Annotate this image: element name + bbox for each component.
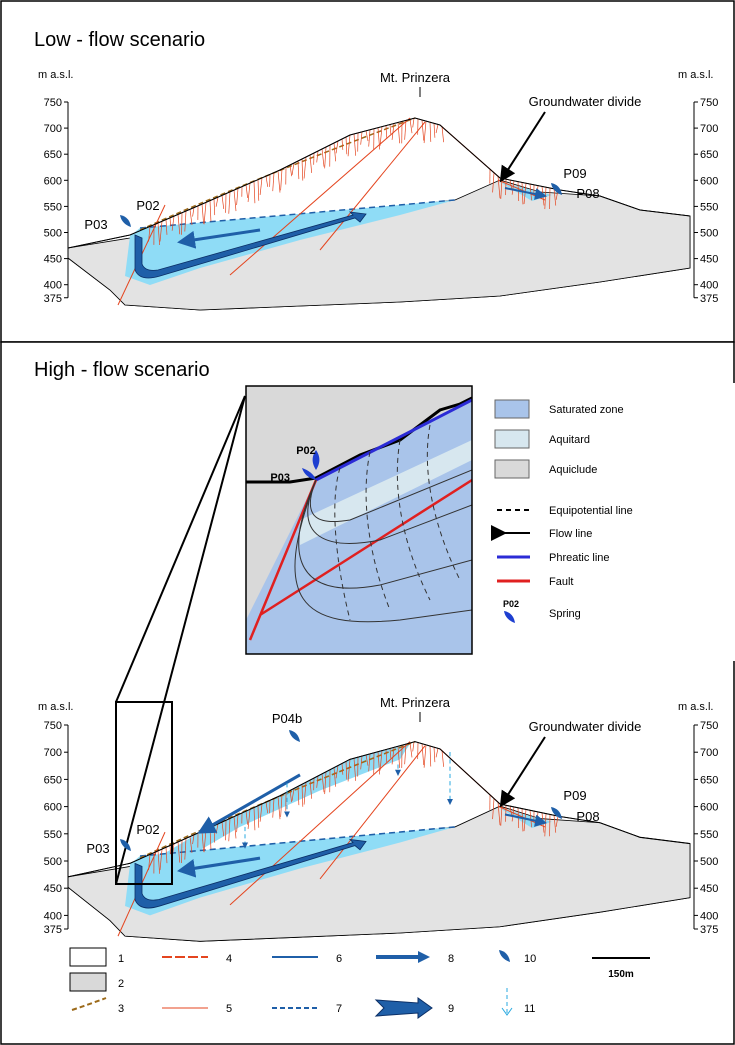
- tick-label: 750: [44, 97, 62, 109]
- tick-label: 650: [44, 149, 62, 161]
- legend-label: Equipotential line: [549, 505, 633, 517]
- tick-label: 700: [700, 123, 718, 135]
- tick-label: 500: [700, 856, 718, 868]
- tick-label: 550: [44, 201, 62, 213]
- spring-label: P04b: [272, 711, 302, 726]
- peak-label: Mt. Prinzera: [380, 70, 451, 85]
- legend-label: 8: [448, 953, 454, 965]
- spring-icon-label: P02: [503, 599, 519, 609]
- tick-label: 500: [700, 228, 718, 240]
- legend-label: Phreatic line: [549, 552, 610, 564]
- legend-label: 7: [336, 1003, 342, 1015]
- tick-label: 375: [700, 293, 718, 305]
- tick-label: 600: [44, 175, 62, 187]
- legend-label: Flow line: [549, 528, 592, 540]
- inset-spring-label: P02: [296, 445, 316, 457]
- spring-label: P02: [136, 198, 159, 213]
- spring-label: P09: [563, 166, 586, 181]
- panel-title: High - flow scenario: [34, 359, 210, 381]
- tick-label: 750: [44, 720, 62, 732]
- tick-label: 650: [700, 149, 718, 161]
- tick-label: 600: [44, 802, 62, 814]
- tick-label: 700: [44, 747, 62, 759]
- tick-label: 375: [44, 293, 62, 305]
- axis-label: m a.s.l.: [38, 701, 73, 713]
- legend-label: 1: [118, 953, 124, 965]
- tick-label: 450: [44, 254, 62, 266]
- axis-label: m a.s.l.: [38, 69, 73, 81]
- inset: P02 P03 P02 Saturated zone Aquitard Aquicl…: [219, 383, 735, 661]
- spring-label: P09: [563, 788, 586, 803]
- legend-label: 6: [336, 953, 342, 965]
- tick-label: 450: [44, 883, 62, 895]
- scale-bar-label: 150m: [608, 969, 634, 980]
- axis-label: m a.s.l.: [678, 69, 713, 81]
- legend-label: 10: [524, 953, 536, 965]
- legend-label: 9: [448, 1003, 454, 1015]
- tick-label: 650: [700, 774, 718, 786]
- divide-label: Groundwater divide: [529, 719, 642, 734]
- tick-label: 750: [700, 720, 718, 732]
- legend-label: Aquiclude: [549, 464, 597, 476]
- axis-label: m a.s.l.: [678, 701, 713, 713]
- spring-label: P03: [86, 841, 109, 856]
- legend-label: Fault: [549, 576, 573, 588]
- tick-label: 650: [44, 774, 62, 786]
- tick-label: 550: [700, 829, 718, 841]
- spring-label: P03: [84, 217, 107, 232]
- legend-label: 11: [524, 1003, 535, 1015]
- tick-label: 700: [700, 747, 718, 759]
- tick-label: 500: [44, 228, 62, 240]
- tick-label: 400: [44, 280, 62, 292]
- inset-spring-label: P03: [270, 472, 290, 484]
- legend-label: Saturated zone: [549, 404, 624, 416]
- tick-label: 400: [44, 910, 62, 922]
- tick-label: 400: [700, 910, 718, 922]
- tick-label: 375: [44, 924, 62, 936]
- tick-label: 450: [700, 254, 718, 266]
- tick-label: 550: [44, 829, 62, 841]
- tick-label: 500: [44, 856, 62, 868]
- spring-label: P02: [136, 822, 159, 837]
- figure: P02 P03 P02 Saturated zone Aquitard Aquicl…: [0, 0, 735, 1045]
- legend-label: Spring: [549, 608, 581, 620]
- spring-label: P08: [576, 809, 599, 824]
- tick-label: 400: [700, 280, 718, 292]
- tick-label: 450: [700, 883, 718, 895]
- legend-label: 5: [226, 1003, 232, 1015]
- tick-label: 550: [700, 201, 718, 213]
- tick-label: 600: [700, 175, 718, 187]
- panel-title: Low - flow scenario: [34, 29, 205, 51]
- divide-label: Groundwater divide: [529, 94, 642, 109]
- spring-label: P08: [576, 186, 599, 201]
- tick-label: 700: [44, 123, 62, 135]
- legend-label: 3: [118, 1003, 124, 1015]
- tick-label: 750: [700, 97, 718, 109]
- peak-label: Mt. Prinzera: [380, 695, 451, 710]
- legend-label: 2: [118, 978, 124, 990]
- tick-label: 600: [700, 802, 718, 814]
- tick-label: 375: [700, 924, 718, 936]
- legend-label: 4: [226, 953, 232, 965]
- legend-label: Aquitard: [549, 434, 590, 446]
